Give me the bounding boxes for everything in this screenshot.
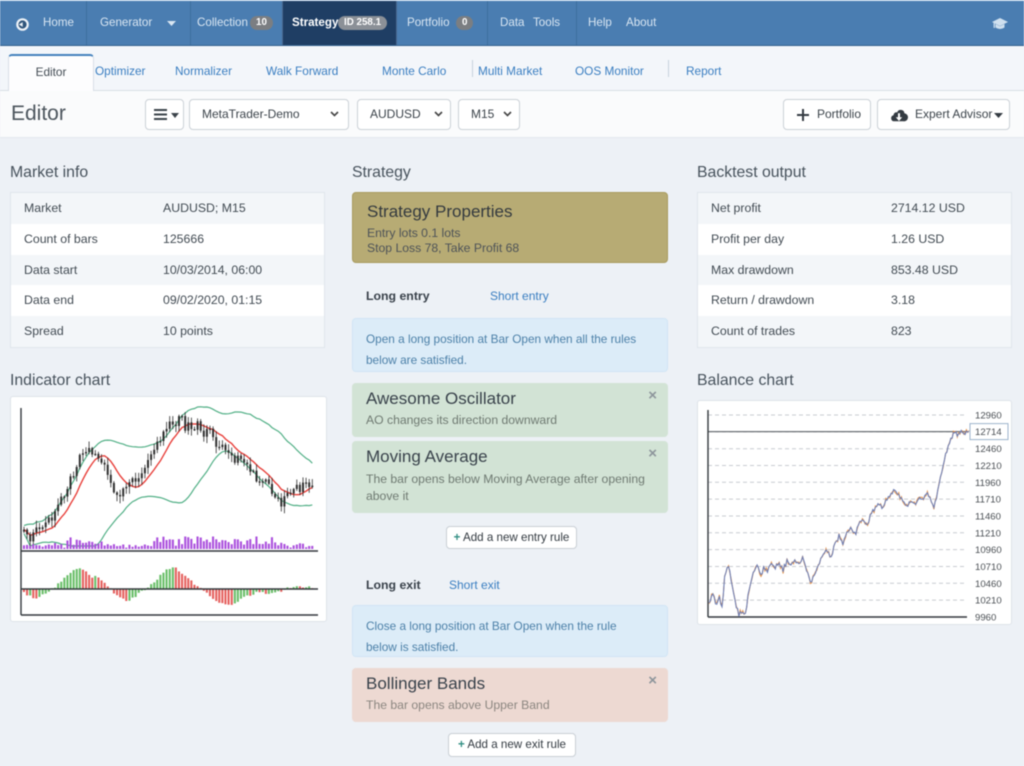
svg-text:12210: 12210 [975,461,1002,472]
svg-text:11460: 11460 [975,512,1001,523]
svg-text:11960: 11960 [975,478,1001,489]
svg-text:10460: 10460 [975,579,1002,590]
svg-text:10210: 10210 [975,596,1002,607]
svg-text:11210: 11210 [975,528,1001,539]
svg-text:10960: 10960 [975,545,1002,556]
svg-text:12960: 12960 [975,411,1002,422]
svg-text:12714: 12714 [975,427,1002,438]
svg-text:12460: 12460 [975,444,1002,455]
svg-text:10710: 10710 [975,562,1002,573]
svg-text:9960: 9960 [975,613,996,624]
svg-text:11710: 11710 [975,495,1001,506]
